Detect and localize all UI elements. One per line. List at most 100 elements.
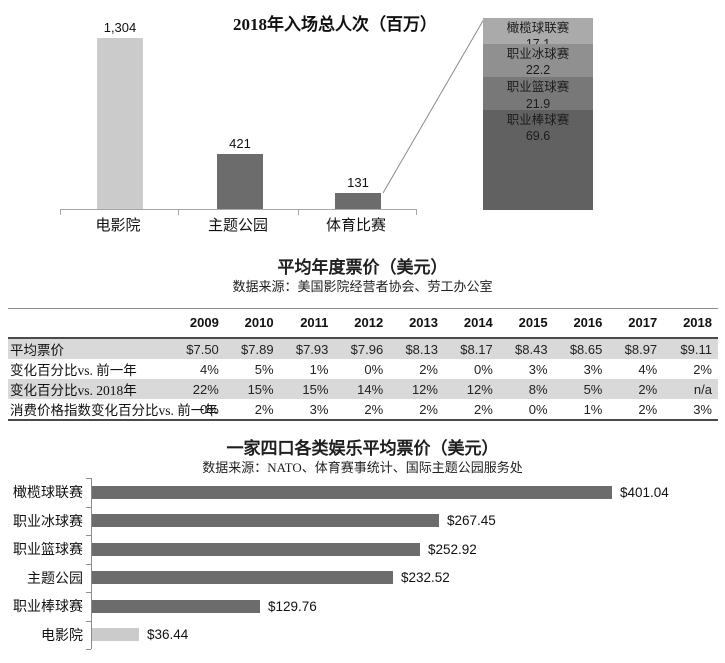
- family-bar-row: 橄榄球联赛 $401.04: [0, 478, 725, 507]
- price-cell: 15%: [302, 381, 329, 397]
- family-bar-row: 职业棒球赛 $129.76: [0, 592, 725, 621]
- price-cell: 5%: [254, 361, 274, 377]
- family-price-chart: 一家四口各类娱乐平均票价（美元） 数据来源：NATO、体育赛事统计、国际主题公园…: [0, 430, 725, 663]
- row-label: 平均票价: [10, 343, 64, 358]
- family-bar-row: 职业篮球赛 $252.92: [0, 535, 725, 564]
- price-cell: 4%: [200, 361, 219, 377]
- family-bar-row: 电影院 $36.44: [0, 621, 725, 650]
- price-cell: 3%: [528, 361, 548, 377]
- axis-tick: [60, 209, 61, 215]
- row-label: 消费价格指数变化百分比vs. 前一年: [10, 403, 218, 418]
- year-column-header: 2015: [518, 314, 548, 330]
- hbar-value: $36.44: [147, 627, 189, 643]
- hbar-value: $267.45: [447, 513, 496, 529]
- hbar-label: 职业棒球赛: [13, 600, 83, 616]
- hbar: [92, 599, 260, 613]
- attendance-bar-group: 1,304: [85, 20, 155, 210]
- breakdown-segment: 职业冰球赛 22.2: [483, 44, 593, 77]
- price-cell: n/a: [693, 381, 712, 397]
- bar-value-label: 1,304: [103, 20, 137, 35]
- bar: [217, 154, 263, 210]
- hbar-label: 主题公园: [27, 571, 83, 587]
- axis-tick: [416, 209, 417, 215]
- family-chart-subtitle: 数据来源：NATO、体育赛事统计、国际主题公园服务处: [202, 460, 523, 475]
- hbar-value: $401.04: [620, 484, 669, 500]
- price-cell: 2%: [419, 401, 438, 417]
- year-column-header: 2016: [573, 314, 603, 330]
- year-column-header: 2010: [244, 314, 274, 330]
- year-column-header: 2013: [409, 314, 438, 330]
- table-row: 变化百分比vs. 2018年 22% 15% 15% 14% 12% 12% 8% 5% 2% n/…: [8, 379, 718, 399]
- price-cell: 2%: [693, 361, 712, 377]
- price-cell: 2%: [254, 401, 274, 417]
- year-column-header: 2017: [628, 314, 658, 330]
- year-column-header: 2009: [189, 314, 219, 330]
- price-cell: $7.50: [186, 341, 219, 357]
- price-cell: 5%: [583, 381, 603, 397]
- breakdown-segment: 职业棒球赛 69.6: [483, 110, 593, 211]
- price-cell: 14%: [357, 381, 384, 397]
- price-cell: 0%: [528, 401, 548, 417]
- table-subtitle: 数据来源：美国影院经营者协会、劳工办公室: [232, 279, 493, 294]
- breakdown-segment: 橄榄球联赛17.1: [483, 18, 593, 51]
- hbar-value: $252.92: [428, 541, 477, 557]
- attendance-chart: 2018年入场总人次（百万） 1,304 421 131 电影院 主题公园 体育比赛 橄…: [0, 0, 725, 235]
- attendance-chart-title: 2018年入场总人次（百万）: [233, 15, 437, 34]
- price-cell: $8.17: [460, 341, 493, 357]
- price-cell: 1%: [583, 401, 603, 417]
- category-label: 主题公园: [207, 218, 268, 234]
- price-cell: 0%: [473, 361, 493, 377]
- price-table: 2009 2010 2011 2012 2013 2014 2015 2016 2017 2018…: [8, 308, 718, 421]
- price-cell: 1%: [309, 361, 329, 377]
- price-cell: 3%: [583, 361, 603, 377]
- price-cell: 12%: [411, 381, 438, 397]
- axis-tick: [86, 620, 91, 622]
- table-row: 平均票价 $7.50 $7.89 $7.93 $7.96 $8.13 $8.17 $8.43 $…: [8, 338, 718, 359]
- family-bar-row: 职业冰球赛 $267.45: [0, 507, 725, 536]
- segment-label: 职业篮球赛: [506, 80, 570, 95]
- bar: [335, 193, 381, 210]
- price-cell: 15%: [247, 381, 274, 397]
- table-row: 变化百分比vs. 前一年 4% 5% 1% 0% 2% 0% 3% 3% 4% 2%: [8, 359, 718, 379]
- axis-tick: [86, 478, 91, 479]
- table-header-row: 2009 2010 2011 2012 2013 2014 2015 2016 2017 2018: [8, 309, 718, 338]
- attendance-bar-group: 131: [323, 175, 393, 210]
- price-cell: 2%: [638, 401, 658, 417]
- axis-tick: [86, 563, 91, 565]
- price-table-section: 平均年度票价（美元） 数据来源：美国影院经营者协会、劳工办公室 2009 2010…: [0, 235, 725, 430]
- hbar: [92, 571, 393, 585]
- price-cell: $7.93: [295, 341, 329, 357]
- segment-value: 22.2: [525, 63, 551, 78]
- table-title: 平均年度票价（美元）: [277, 258, 448, 277]
- hbar: [92, 628, 139, 642]
- price-cell: $7.96: [350, 341, 384, 357]
- price-cell: 2%: [419, 361, 438, 377]
- year-column-header: 2018: [683, 314, 712, 330]
- year-column-header: 2011: [300, 314, 329, 330]
- segment-label: 橄榄球联赛: [506, 21, 570, 35]
- price-cell: 2%: [473, 401, 493, 417]
- price-cell: 0%: [200, 401, 219, 417]
- price-cell: $8.13: [405, 341, 438, 357]
- segment-label: 职业棒球赛: [506, 113, 570, 128]
- axis-tick: [86, 649, 91, 650]
- price-cell: 3%: [693, 401, 712, 417]
- price-cell: 3%: [309, 401, 329, 417]
- hbar-label: 职业冰球赛: [13, 514, 83, 530]
- price-cell: $9.11: [680, 341, 712, 357]
- price-cell: $8.65: [569, 341, 603, 357]
- price-cell: 2%: [364, 401, 384, 417]
- hbar-value: $232.52: [401, 570, 450, 586]
- row-label: 变化百分比vs. 2018年: [10, 383, 137, 398]
- price-cell: 0%: [364, 361, 384, 377]
- x-axis-line: [60, 209, 417, 210]
- segment-label: 职业冰球赛: [506, 47, 570, 62]
- price-cell: 2%: [638, 381, 658, 397]
- price-cell: 12%: [466, 381, 493, 397]
- bar-value-label: 421: [229, 136, 251, 151]
- axis-tick: [86, 592, 91, 593]
- price-cell: $8.43: [515, 341, 548, 357]
- axis-tick: [86, 506, 91, 508]
- row-label: 变化百分比vs. 前一年: [10, 363, 137, 378]
